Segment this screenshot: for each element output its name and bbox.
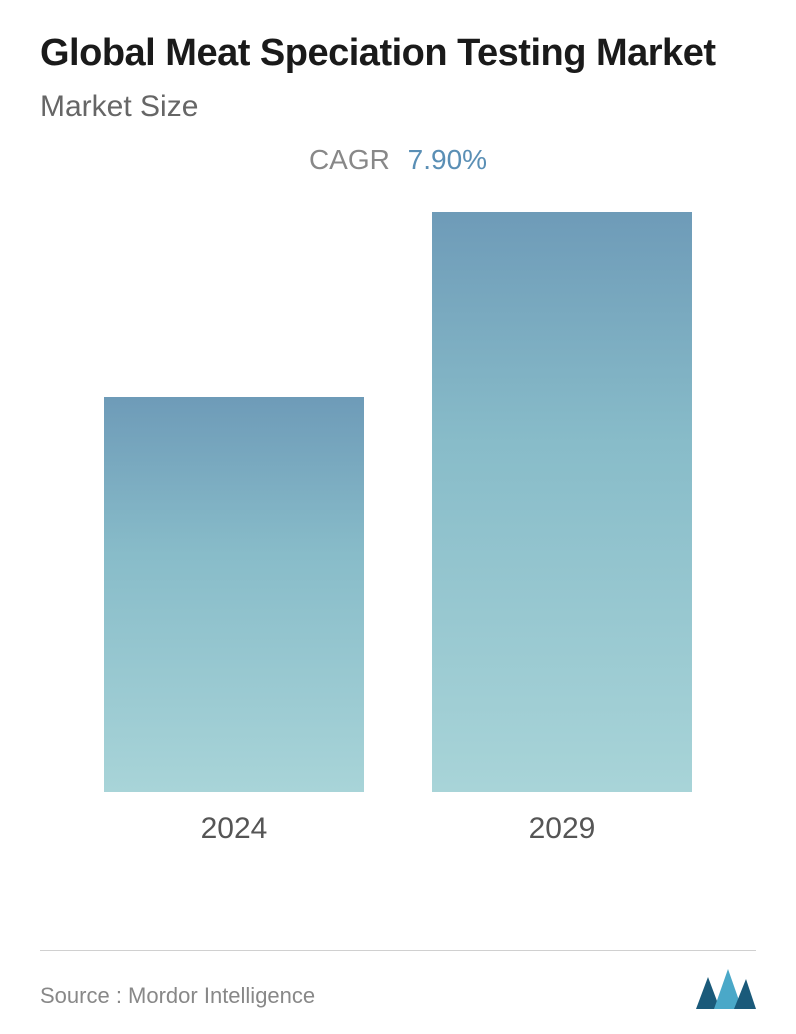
bar-label-0: 2024 [201, 812, 268, 846]
cagr-label: CAGR [309, 144, 390, 175]
mordor-logo-icon [696, 969, 756, 1009]
bar-0 [104, 397, 364, 791]
cagr-row: CAGR 7.90% [40, 144, 756, 176]
bar-wrapper-0: 2024 [104, 397, 364, 845]
bar-label-1: 2029 [529, 812, 596, 846]
footer: Source : Mordor Intelligence [40, 950, 756, 1009]
cagr-value: 7.90% [408, 144, 487, 175]
bar-wrapper-1: 2029 [432, 212, 692, 846]
bar-1 [432, 212, 692, 792]
bar-chart: 2024 2029 [40, 226, 756, 846]
source-text: Source : Mordor Intelligence [40, 983, 315, 1009]
chart-subtitle: Market Size [40, 90, 756, 124]
chart-title: Global Meat Speciation Testing Market [40, 30, 756, 78]
